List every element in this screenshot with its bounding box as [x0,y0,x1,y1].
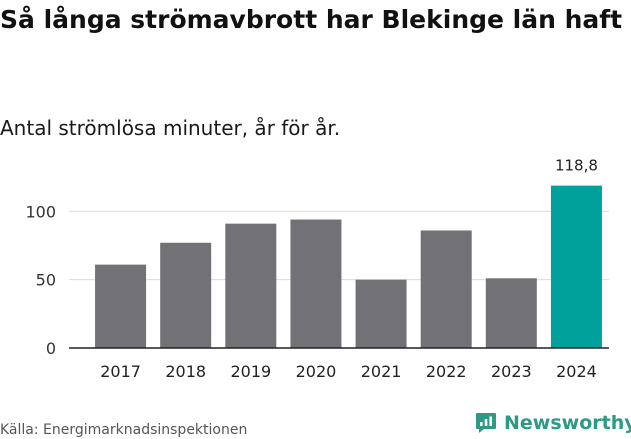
x-tick-label-2024: 2024 [556,362,597,381]
bar-2023 [485,278,537,348]
x-tick-labels: 2017 2018 2019 2020 2021 2022 2023 2024 [100,362,597,381]
bar-2021 [355,279,407,348]
x-tick-label-2023: 2023 [491,362,532,381]
bars [95,185,602,348]
bar-2019 [225,223,277,348]
brand-logo: Newsworthy [474,408,631,438]
newsworthy-logo-icon [476,413,496,433]
x-tick-label-2021: 2021 [361,362,402,381]
chart-title: Så långa strömavbrott har Blekinge län h… [0,5,623,34]
source-note: Källa: Energimarknadsinspektionen [0,422,248,438]
y-tick-label: 0 [46,339,56,358]
x-tick-label-2020: 2020 [296,362,337,381]
y-tick-label: 50 [36,271,56,290]
x-tick-label-2019: 2019 [230,362,271,381]
bar-2022 [420,230,472,348]
data-labels: 118,8 [555,157,598,175]
bar-chart: 0 50 100 118,8 2017 2018 2019 2020 2021 2022 202… [25,157,609,381]
y-tick-label: 100 [25,202,56,221]
chart-subtitle: Antal strömlösa minuter, år för år. [0,116,341,140]
x-tick-label-2017: 2017 [100,362,141,381]
x-tick-label-2022: 2022 [426,362,467,381]
bar-2024 [550,185,602,348]
bar-2017 [95,264,147,348]
x-tick-label-2018: 2018 [165,362,206,381]
bar-2020 [290,219,342,348]
y-tick-labels: 0 50 100 [25,202,56,358]
bar-2018 [160,242,212,348]
data-label-2024: 118,8 [555,157,598,175]
brand-name: Newsworthy [504,412,631,434]
